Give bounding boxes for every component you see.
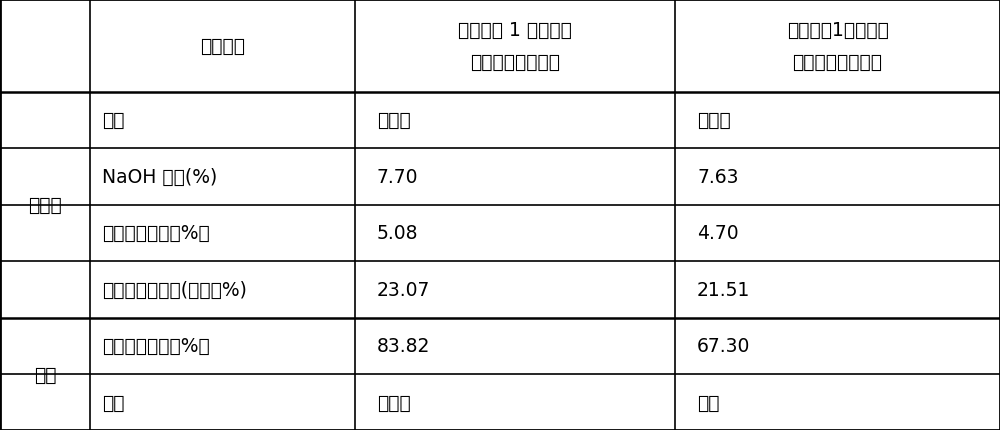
Text: 21.51: 21.51 — [697, 280, 750, 299]
Text: 褐色: 褐色 — [697, 393, 720, 412]
Text: 色泽: 色泽 — [102, 393, 124, 412]
Text: 粉末: 粉末 — [34, 365, 56, 384]
Text: 5.08: 5.08 — [377, 224, 418, 243]
Text: 半纤维素浓度（%）: 半纤维素浓度（%） — [102, 224, 210, 243]
Text: 黑褐色: 黑褐色 — [697, 111, 731, 130]
Text: 淡黄色: 淡黄色 — [377, 393, 411, 412]
Text: 处理后的蔗渣纤维: 处理后的蔗渣纤维 — [470, 53, 560, 72]
Text: 半纤维素提取率(对原料%): 半纤维素提取率(对原料%) — [102, 280, 247, 299]
Text: NaOH 浓度(%): NaOH 浓度(%) — [102, 167, 217, 187]
Text: 4.70: 4.70 — [697, 224, 739, 243]
Text: 茶褐色: 茶褐色 — [377, 111, 411, 130]
Text: 提取液: 提取液 — [28, 196, 62, 215]
Text: 7.63: 7.63 — [697, 167, 739, 187]
Text: 处理后的蔗渣纤维: 处理后的蔗渣纤维 — [792, 53, 883, 72]
Text: 23.07: 23.07 — [377, 280, 430, 299]
Text: 色泽: 色泽 — [102, 111, 124, 130]
Text: 7.70: 7.70 — [377, 167, 418, 187]
Text: 按实施例 1 所述方法: 按实施例 1 所述方法 — [458, 20, 572, 40]
Text: 83.82: 83.82 — [377, 336, 430, 356]
Text: 对比项目: 对比项目 — [200, 37, 245, 56]
Text: 半纤维素纯度（%）: 半纤维素纯度（%） — [102, 336, 210, 356]
Text: 按对比例1所述方法: 按对比例1所述方法 — [787, 20, 888, 40]
Text: 67.30: 67.30 — [697, 336, 750, 356]
